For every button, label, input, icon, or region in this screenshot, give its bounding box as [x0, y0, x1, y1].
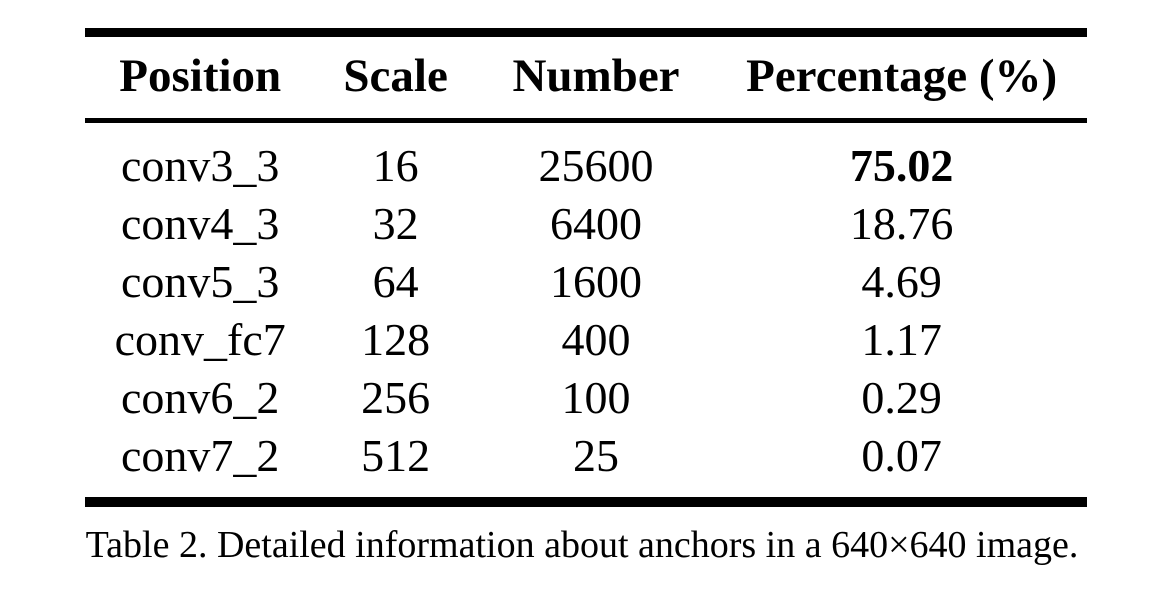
- cell-percentage: 18.76: [849, 198, 954, 249]
- cell-position: conv7_2: [121, 430, 280, 481]
- anchors-table-container: Position Scale Number Percentage (%) con…: [85, 28, 1087, 507]
- cell-position: conv6_2: [121, 372, 280, 423]
- cell-number: 6400: [550, 198, 642, 249]
- cell-scale: 128: [361, 314, 431, 365]
- cell-percentage: 4.69: [861, 256, 942, 307]
- cell-percentage: 0.29: [861, 372, 942, 423]
- header-row: Position Scale Number Percentage (%): [85, 32, 1087, 123]
- cell-percentage: 1.17: [861, 314, 942, 365]
- cell-number: 1600: [550, 256, 642, 307]
- cell-scale: 512: [361, 430, 431, 481]
- cell-scale: 64: [372, 256, 419, 307]
- cell-scale: 32: [372, 198, 419, 249]
- column-header-position: Position: [85, 32, 316, 123]
- cell-number: 100: [561, 372, 631, 423]
- anchors-table: Position Scale Number Percentage (%) con…: [85, 28, 1087, 507]
- table-header: Position Scale Number Percentage (%): [85, 32, 1087, 123]
- cell-position: conv3_3: [121, 140, 280, 191]
- column-header-scale: Scale: [315, 32, 476, 123]
- cell-number: 400: [561, 314, 631, 365]
- cell-number: 25600: [538, 140, 654, 191]
- cell-position: conv5_3: [121, 256, 280, 307]
- column-header-percentage: Percentage (%): [716, 32, 1087, 123]
- table-row: conv7_2 512 25 0.07: [85, 427, 1087, 502]
- cell-position: conv4_3: [121, 198, 280, 249]
- cell-number: 25: [573, 430, 619, 481]
- cell-percentage: 75.02: [849, 140, 954, 191]
- cell-position: conv_fc7: [114, 314, 286, 365]
- table-row: conv4_3 32 6400 18.76: [85, 195, 1087, 253]
- table-body: conv3_3 16 25600 75.02 conv4_3 32 6400 1…: [85, 121, 1087, 503]
- cell-scale: 256: [361, 372, 431, 423]
- table-row: conv5_3 64 1600 4.69: [85, 253, 1087, 311]
- table-row: conv3_3 16 25600 75.02: [85, 121, 1087, 196]
- cell-percentage: 0.07: [861, 430, 942, 481]
- column-header-number: Number: [475, 32, 717, 123]
- table-row: conv_fc7 128 400 1.17: [85, 311, 1087, 369]
- table-caption: Table 2. Detailed information about anch…: [85, 524, 1079, 566]
- cell-scale: 16: [372, 140, 419, 191]
- table-row: conv6_2 256 100 0.29: [85, 369, 1087, 427]
